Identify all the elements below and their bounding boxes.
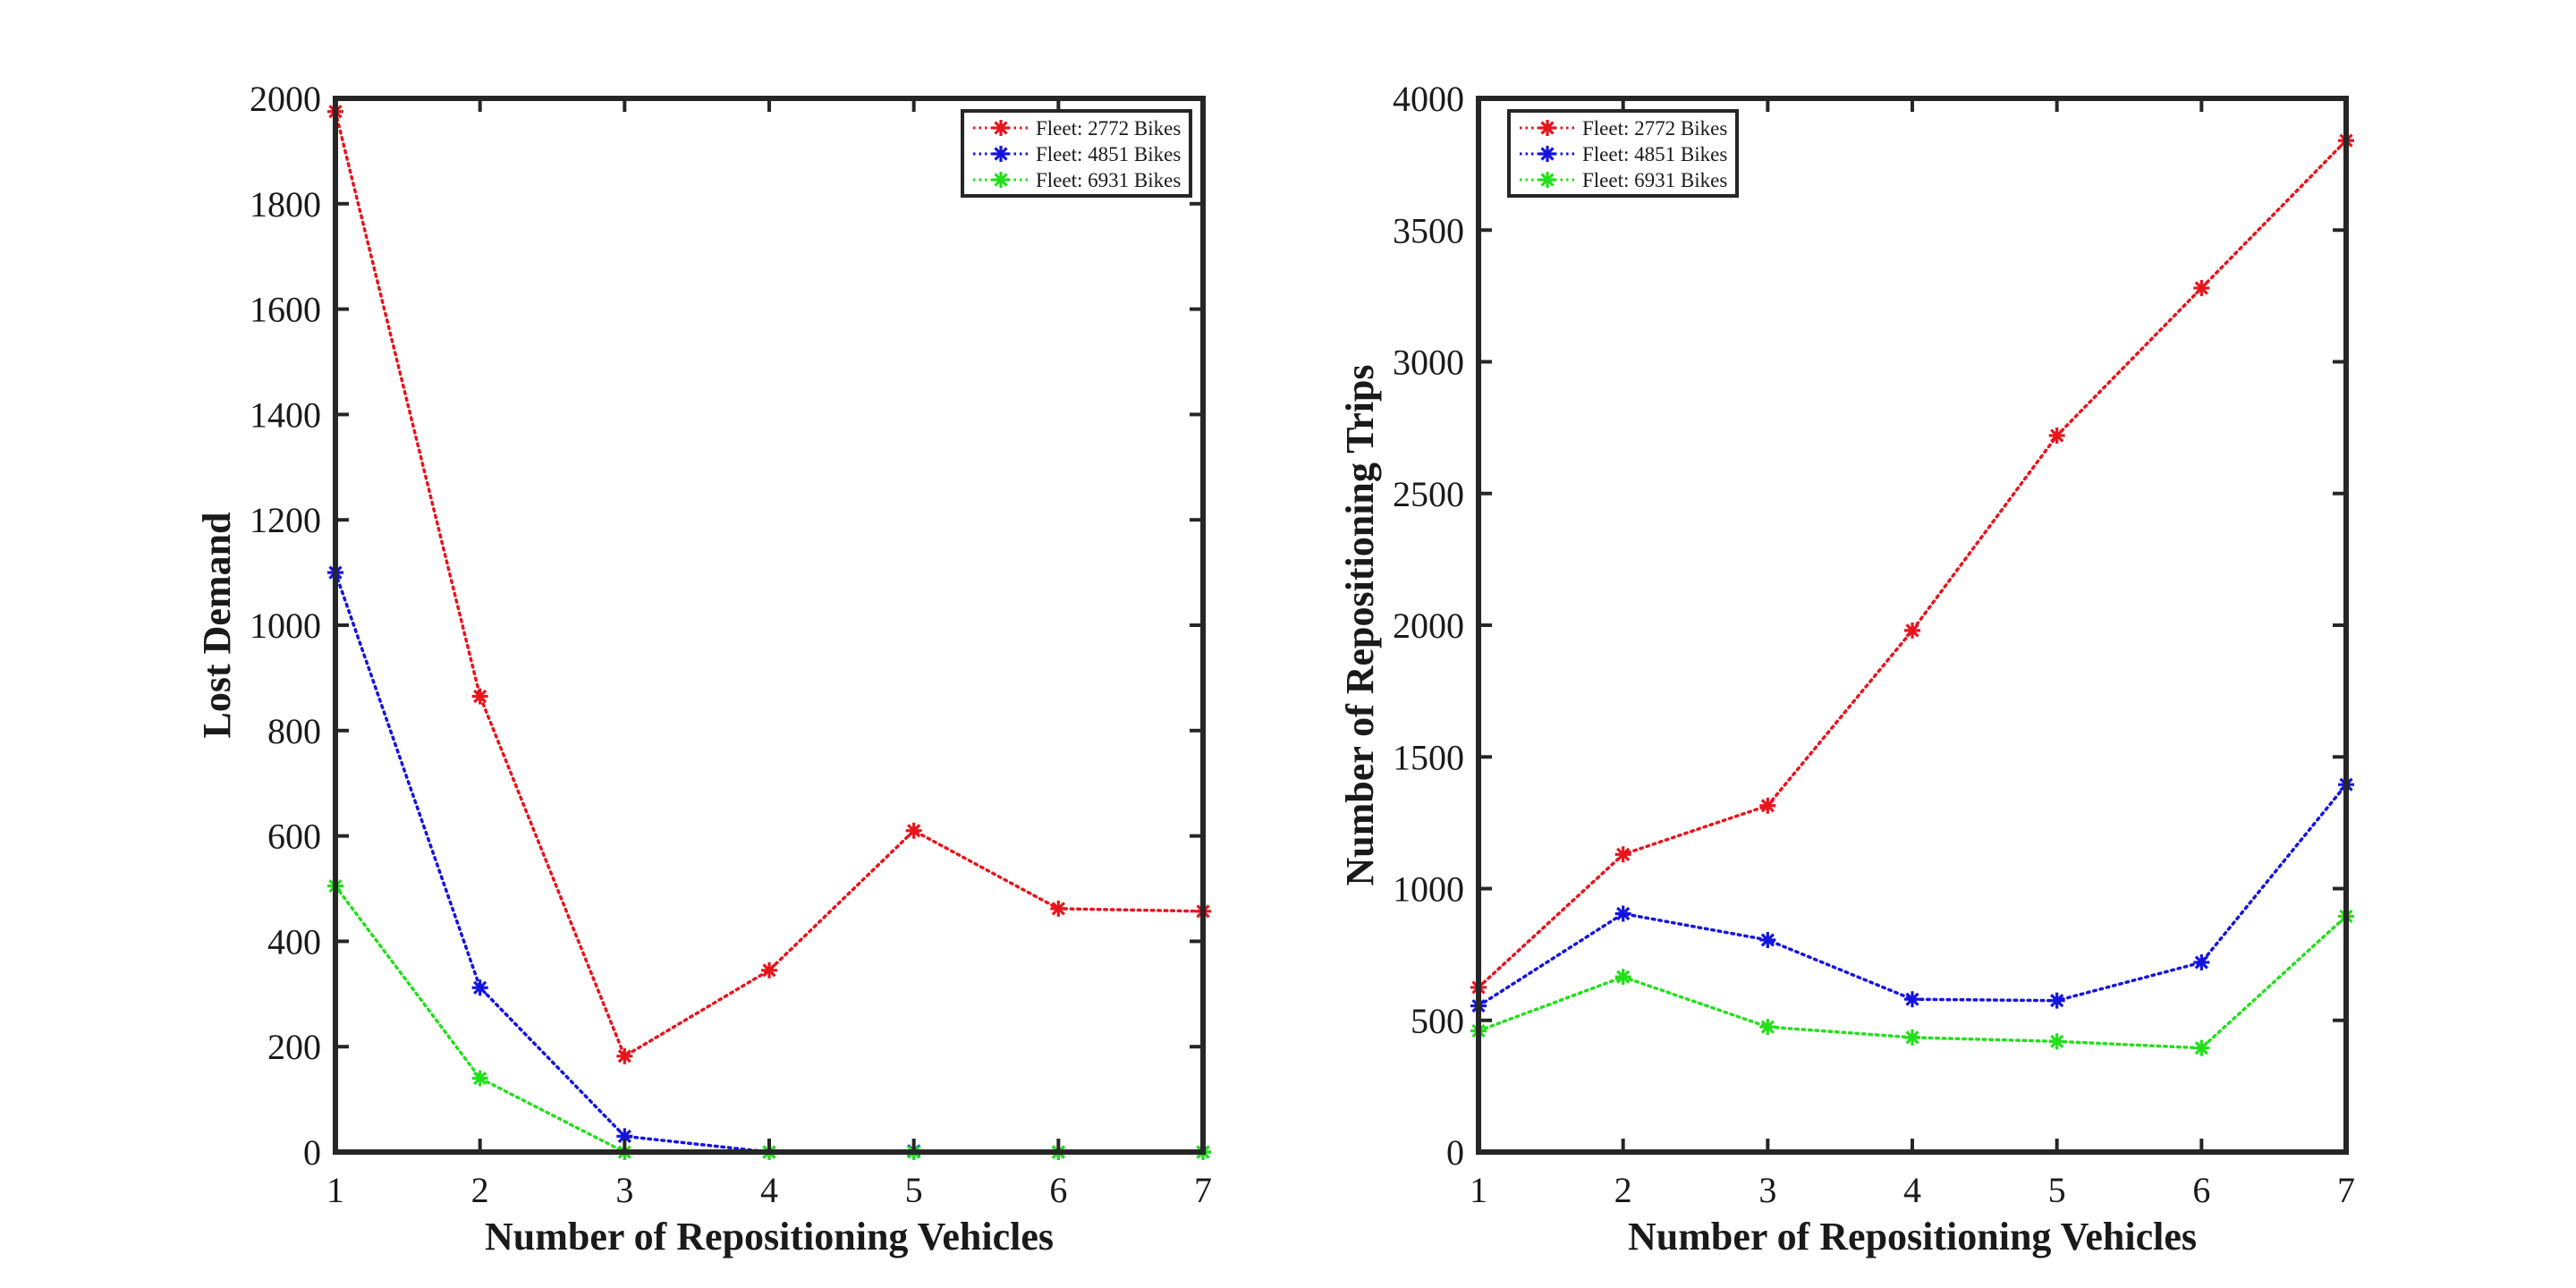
y-tick-label: 800 bbox=[267, 711, 321, 751]
repositioning-trips-x-axis-label: Number of Repositioning Vehicles bbox=[1628, 1215, 2197, 1258]
y-tick-label: 1600 bbox=[250, 290, 321, 330]
legend-asterisk-marker bbox=[993, 172, 1009, 188]
legend-asterisk-marker bbox=[1539, 120, 1555, 136]
x-tick-label: 1 bbox=[1470, 1170, 1487, 1210]
y-tick-label: 1200 bbox=[250, 500, 321, 540]
data-point-fleet-4851-bikes bbox=[1614, 905, 1631, 922]
y-tick-label: 400 bbox=[267, 921, 321, 962]
x-tick-label: 3 bbox=[615, 1170, 633, 1210]
legend-entry: Fleet: 2772 Bikes bbox=[973, 117, 1181, 140]
y-tick-label: 4000 bbox=[1393, 79, 1464, 119]
data-point-fleet-2772-bikes bbox=[2193, 280, 2210, 297]
legend-entry: Fleet: 4851 Bikes bbox=[1520, 143, 1727, 165]
x-tick-label: 3 bbox=[1758, 1170, 1776, 1210]
legend-marker-fleet-6931 bbox=[993, 172, 1009, 188]
y-tick-label: 1000 bbox=[1393, 869, 1464, 910]
y-tick-label: 2500 bbox=[1393, 474, 1464, 514]
legend-label-fleet-4851: Fleet: 4851 Bikes bbox=[1582, 143, 1727, 165]
repositioning-trips-y-axis-label: Number of Repositioning Trips bbox=[1338, 364, 1382, 886]
legend-marker-fleet-4851 bbox=[1539, 146, 1555, 162]
x-tick-label: 6 bbox=[2192, 1170, 2210, 1210]
y-tick-label: 0 bbox=[303, 1132, 321, 1173]
lost-demand-ticks: 1 2 3 4 5 6 7 0 200 400 600 800 1000 1200 1400 1600 1800… bbox=[250, 79, 1212, 1210]
legend-entry: Fleet: 6931 Bikes bbox=[973, 169, 1181, 191]
lost-demand-x-axis-label: Number of Repositioning Vehicles bbox=[485, 1215, 1054, 1258]
legend-marker-fleet-2772 bbox=[993, 120, 1009, 136]
repositioning-trips-axes-frame bbox=[1476, 96, 2349, 1155]
lost-demand-legend: Fleet: 2772 Bikes Fleet: 4851 Bikes Flee… bbox=[961, 109, 1192, 198]
legend-asterisk-marker bbox=[1539, 146, 1555, 162]
y-tick-label: 1000 bbox=[250, 606, 321, 646]
legend-asterisk-marker bbox=[1539, 172, 1555, 188]
legend-entry: Fleet: 4851 Bikes bbox=[973, 143, 1181, 165]
x-tick-label: 1 bbox=[326, 1170, 344, 1210]
repositioning-trips-legend: Fleet: 2772 Bikes Fleet: 4851 Bikes Flee… bbox=[1507, 109, 1739, 198]
legend-label-fleet-2772: Fleet: 2772 Bikes bbox=[1036, 117, 1181, 140]
data-point-fleet-4851-bikes bbox=[1759, 931, 1776, 948]
x-tick-label: 4 bbox=[760, 1170, 778, 1210]
x-tick-label: 5 bbox=[905, 1170, 923, 1210]
x-tick-label: 7 bbox=[2337, 1170, 2355, 1210]
y-tick-label: 200 bbox=[267, 1027, 321, 1067]
y-tick-label: 1400 bbox=[250, 394, 321, 435]
x-tick-label: 5 bbox=[2048, 1170, 2066, 1210]
data-point-fleet-4851-bikes bbox=[2048, 992, 2065, 1009]
legend-marker-fleet-6931 bbox=[1539, 172, 1555, 188]
data-point-fleet-2772-bikes bbox=[1614, 846, 1631, 863]
x-tick-label: 7 bbox=[1194, 1170, 1212, 1210]
y-tick-label: 1500 bbox=[1393, 737, 1464, 777]
legend-marker-fleet-2772 bbox=[1539, 120, 1555, 136]
legend-entry: Fleet: 2772 Bikes bbox=[1520, 117, 1727, 140]
y-tick-label: 0 bbox=[1446, 1132, 1464, 1173]
data-point-fleet-6931-bikes bbox=[2193, 1039, 2210, 1056]
data-point-fleet-6931-bikes bbox=[1614, 969, 1631, 986]
y-tick-label: 2000 bbox=[250, 79, 321, 119]
repositioning-trips-ticks: 1 2 3 4 5 6 7 0 500 1000 1500 2000 2500 3000 3500 4000 bbox=[1393, 79, 2355, 1210]
y-tick-label: 1800 bbox=[250, 184, 321, 225]
data-point-fleet-2772-bikes bbox=[616, 1047, 633, 1064]
x-tick-label: 6 bbox=[1049, 1170, 1067, 1210]
data-point-fleet-2772-bikes bbox=[1759, 797, 1776, 814]
data-point-fleet-4851-bikes bbox=[471, 979, 488, 996]
data-point-fleet-6931-bikes bbox=[2048, 1033, 2065, 1050]
y-tick-label: 600 bbox=[267, 817, 321, 857]
legend-marker-fleet-4851 bbox=[993, 146, 1009, 162]
data-point-fleet-2772-bikes bbox=[471, 688, 488, 705]
y-tick-label: 2000 bbox=[1393, 606, 1464, 646]
y-tick-label: 500 bbox=[1411, 1001, 1464, 1041]
data-point-fleet-6931-bikes bbox=[471, 1070, 488, 1087]
data-point-fleet-2772-bikes bbox=[905, 822, 922, 839]
legend-label-fleet-4851: Fleet: 4851 Bikes bbox=[1036, 143, 1181, 165]
y-tick-label: 3500 bbox=[1393, 210, 1464, 250]
x-tick-label: 2 bbox=[471, 1170, 489, 1210]
data-point-fleet-6931-bikes bbox=[1759, 1019, 1776, 1036]
x-tick-label: 4 bbox=[1903, 1170, 1921, 1210]
data-point-fleet-4851-bikes bbox=[1904, 991, 1920, 1008]
y-tick-label: 3000 bbox=[1393, 343, 1464, 383]
data-point-fleet-2772-bikes bbox=[761, 962, 777, 979]
legend-label-fleet-2772: Fleet: 2772 Bikes bbox=[1582, 117, 1727, 140]
data-point-fleet-4851-bikes bbox=[2193, 953, 2210, 970]
legend-entry: Fleet: 6931 Bikes bbox=[1520, 169, 1727, 191]
legend-asterisk-marker bbox=[993, 146, 1009, 162]
legend-label-fleet-6931: Fleet: 6931 Bikes bbox=[1036, 169, 1181, 191]
repositioning-trips-chart: 1 2 3 4 5 6 705001000150020002500300035004000 … bbox=[1338, 79, 2355, 1258]
lost-demand-y-axis-label: Lost Demand bbox=[195, 512, 239, 738]
data-point-fleet-2772-bikes bbox=[1050, 900, 1067, 917]
lost-demand-axes-frame bbox=[333, 96, 1206, 1155]
legend-asterisk-marker bbox=[993, 120, 1009, 136]
legend-label-fleet-6931: Fleet: 6931 Bikes bbox=[1582, 169, 1727, 191]
lost-demand-chart: 1 2 3 4 5 6 7 0 200 400 600 800 1000 1200 1400 1600 1800… bbox=[195, 79, 1212, 1258]
data-point-fleet-6931-bikes bbox=[1904, 1029, 1920, 1046]
data-point-fleet-2772-bikes bbox=[1904, 622, 1920, 639]
data-point-fleet-2772-bikes bbox=[2048, 427, 2065, 444]
x-tick-label: 2 bbox=[1614, 1170, 1632, 1210]
